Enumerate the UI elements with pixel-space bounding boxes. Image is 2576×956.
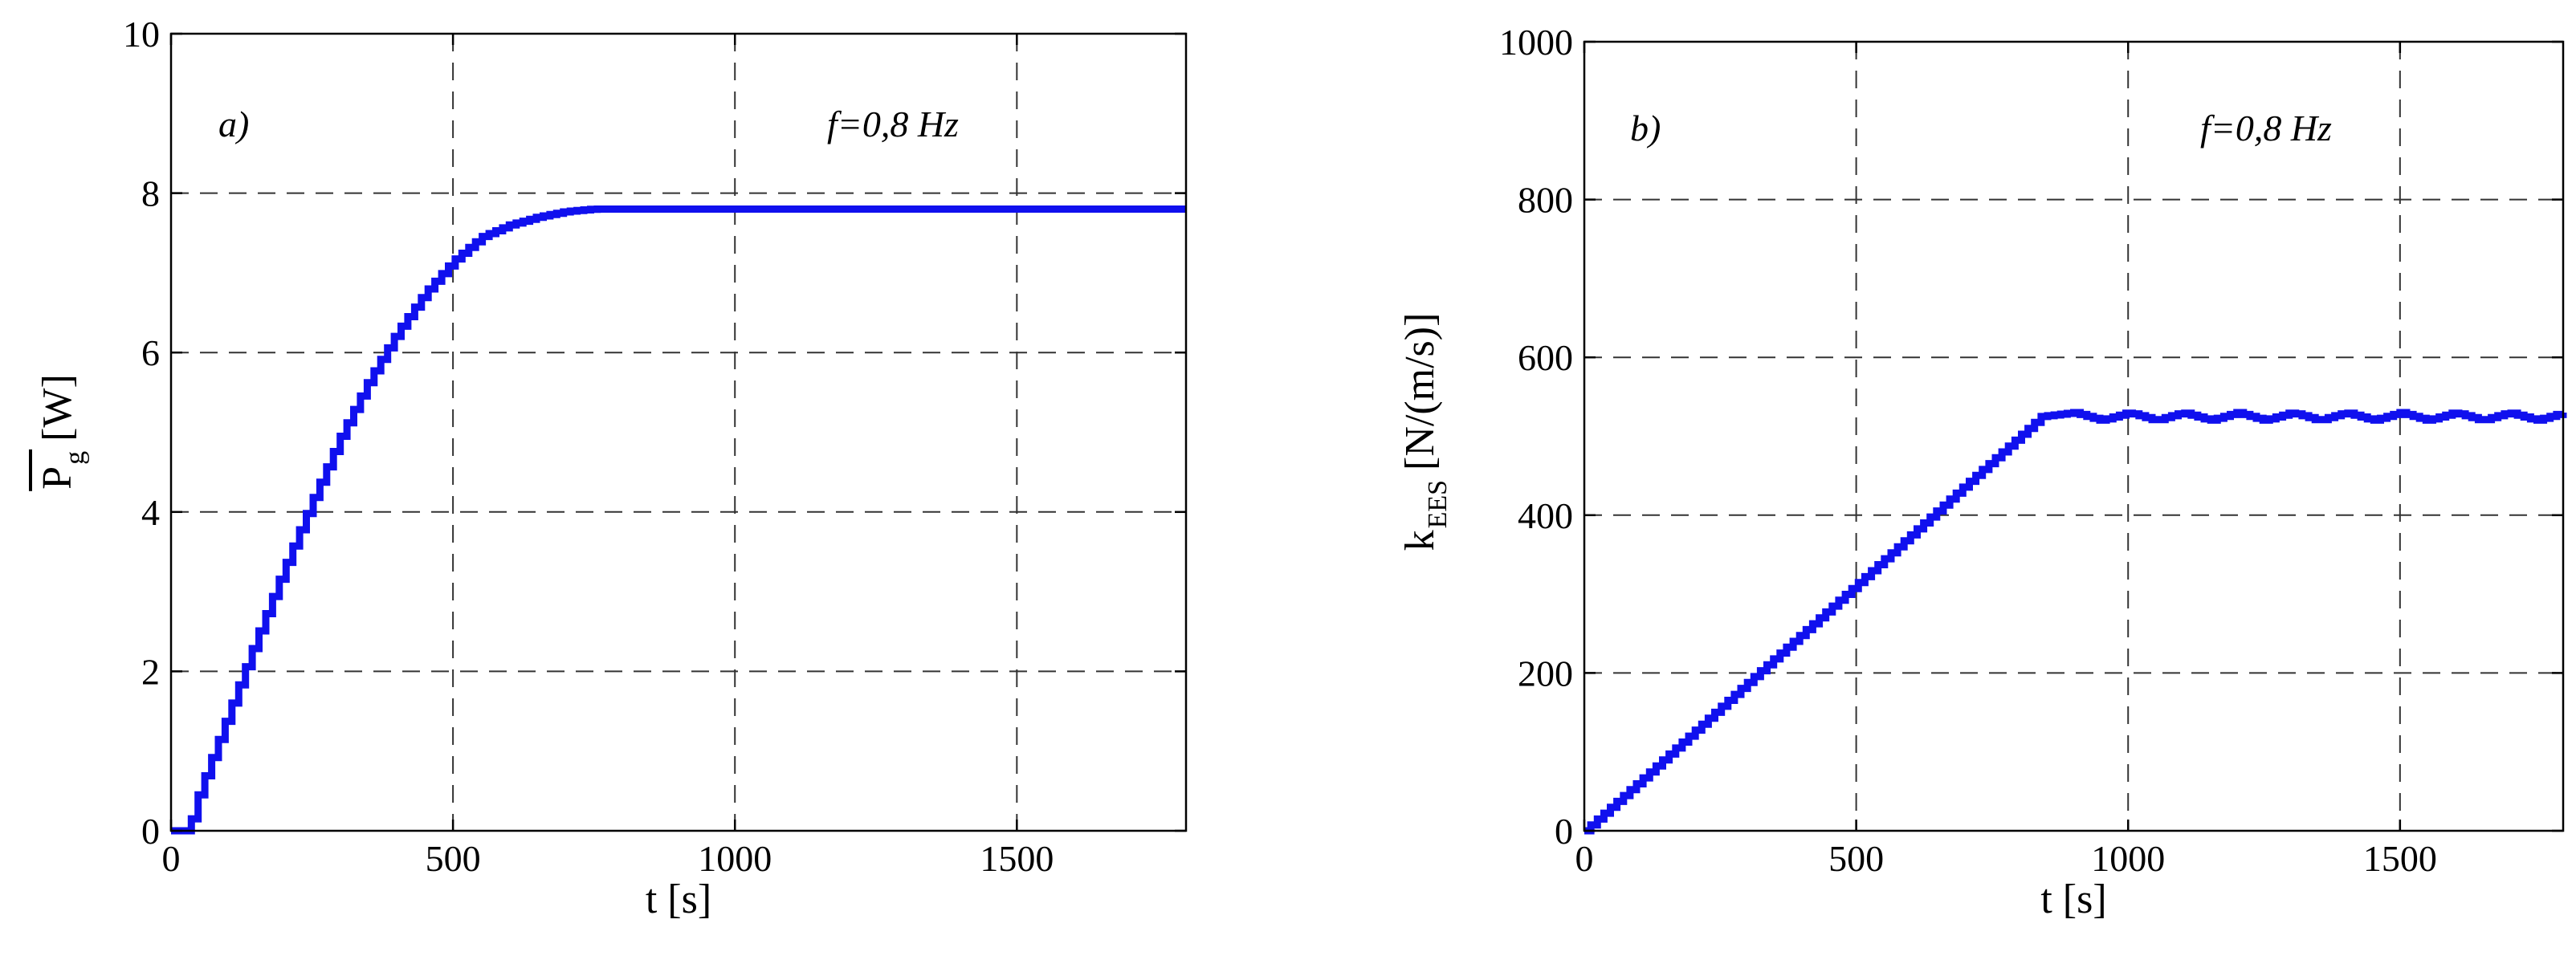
panel-label-b: b) xyxy=(1630,108,1661,148)
series-line-panel-a xyxy=(171,205,1186,835)
panel-label-a: a) xyxy=(218,104,249,144)
x-axis-label-b: t [s] xyxy=(2040,877,2106,922)
y-axis-label-a: P g [W] xyxy=(29,374,90,491)
x-tick-label: 500 xyxy=(426,838,481,879)
x-tick-label: 1000 xyxy=(2091,838,2165,879)
y-tick-label: 2 xyxy=(141,651,160,692)
y-tick-label: 10 xyxy=(123,14,160,55)
y-axis-unit-a: [W] xyxy=(35,374,80,441)
annotation-frequency-b: f=0,8 Hz xyxy=(2200,108,2332,148)
ticks-panel-b: 0 500 1000 1500 0 200 400 600 800 1000 xyxy=(1499,22,2563,879)
ticks-panel-a: 0 500 1000 1500 0 2 4 6 8 10 xyxy=(123,14,1186,879)
axes-frame-panel-a xyxy=(169,32,1188,832)
grid-panel-b xyxy=(1584,42,2563,831)
y-tick-label: 0 xyxy=(141,811,160,852)
chart-panel-b: 0 500 1000 1500 0 200 400 600 800 1000 b) f=0,8 H… xyxy=(1397,22,2567,922)
chart-panel-a: 0 500 1000 1500 0 2 4 6 8 10 a) f=0,8 Hz t [s] P … xyxy=(29,14,1188,922)
series-line-panel-b xyxy=(1584,409,2567,835)
y-tick-label: 200 xyxy=(1518,653,1573,694)
x-axis-label-a: t [s] xyxy=(646,877,711,922)
y-axis-label-b: k EES [N/(m/s)] xyxy=(1397,313,1453,551)
grid-panel-a xyxy=(171,34,1186,831)
y-axis-subscript-a: g xyxy=(60,451,90,465)
x-tick-label: 1500 xyxy=(980,838,1054,879)
y-tick-label: 8 xyxy=(141,173,160,214)
x-tick-label: 0 xyxy=(1575,838,1594,879)
y-tick-label: 800 xyxy=(1518,180,1573,221)
y-tick-label: 4 xyxy=(141,492,160,533)
y-tick-label: 6 xyxy=(141,332,160,373)
y-tick-label: 400 xyxy=(1518,495,1573,536)
y-tick-label: 0 xyxy=(1555,811,1573,852)
axes-frame-panel-b xyxy=(1583,40,2565,832)
y-tick-label: 1000 xyxy=(1499,22,1573,63)
y-axis-subscript-b: EES xyxy=(1423,480,1453,528)
x-tick-label: 1000 xyxy=(698,838,772,879)
x-tick-label: 1500 xyxy=(2363,838,2437,879)
y-axis-symbol-a: P xyxy=(35,466,80,490)
x-tick-label: 500 xyxy=(1828,838,1884,879)
x-tick-label: 0 xyxy=(162,838,181,879)
annotation-frequency-a: f=0,8 Hz xyxy=(827,104,959,144)
y-tick-label: 600 xyxy=(1518,337,1573,378)
y-axis-unit-b: [N/(m/s)] xyxy=(1397,313,1443,470)
y-axis-symbol-b: k xyxy=(1397,530,1443,551)
